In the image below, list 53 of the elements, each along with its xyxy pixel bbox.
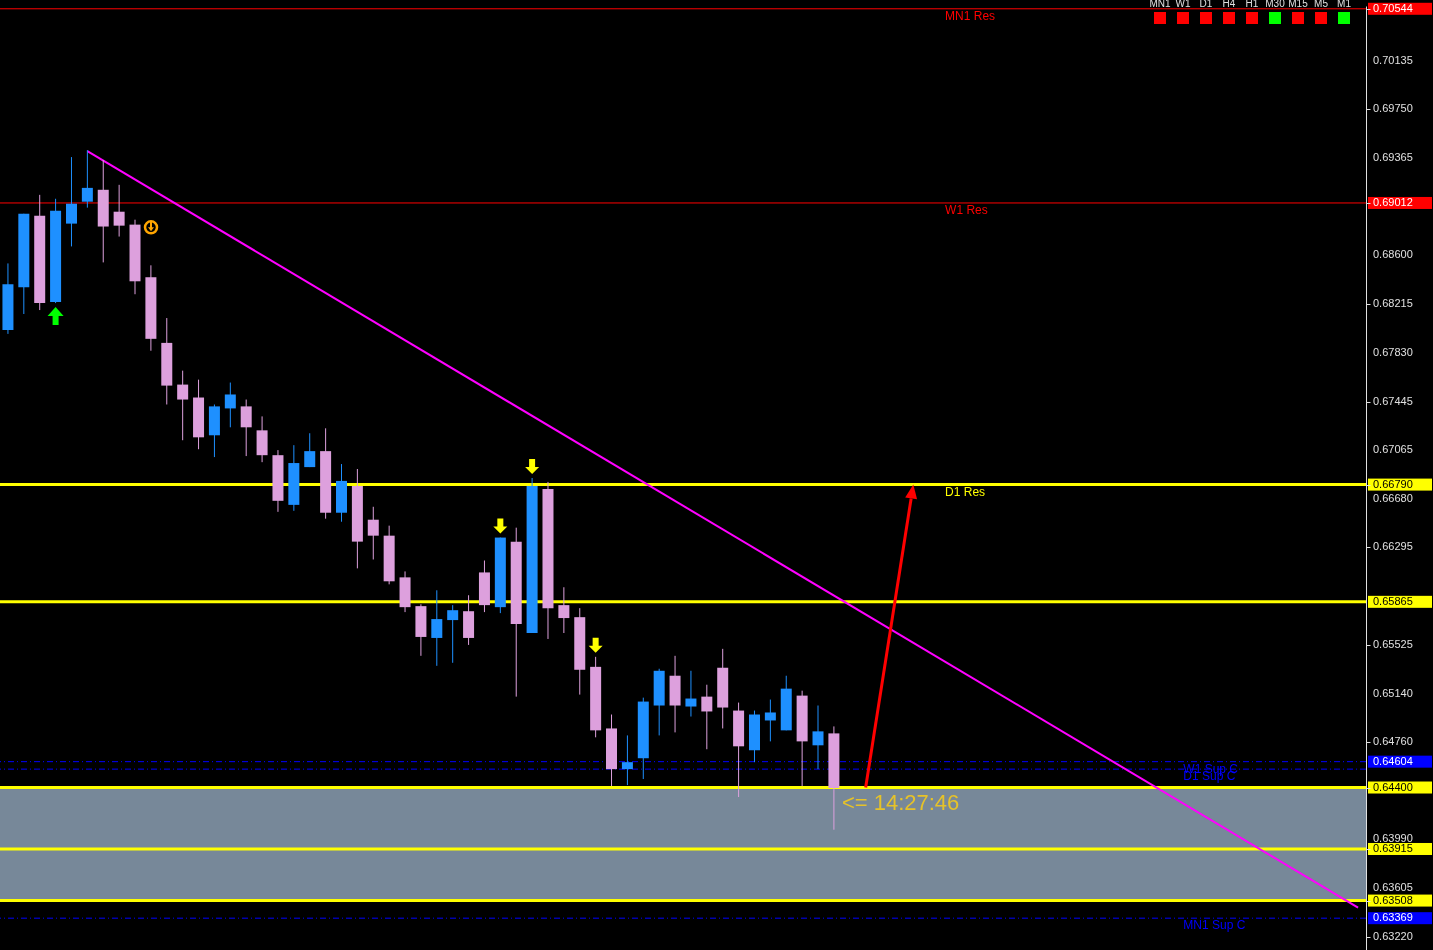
candlestick	[65, 156, 77, 247]
y-tick-label: 0.64604	[1373, 754, 1413, 767]
annotation: M5	[1314, 0, 1329, 9]
candlestick	[367, 506, 379, 560]
annotation: M1	[1337, 0, 1352, 9]
ref-line-label: MN1 Res	[945, 8, 996, 23]
annotation: <= 14:27:46	[841, 790, 960, 816]
y-tick-label: 0.70544	[1373, 1, 1413, 14]
y-tick-label: 0.67445	[1373, 394, 1413, 407]
candlestick	[558, 586, 570, 634]
candlestick	[81, 149, 93, 209]
ref-line-label: W1 Res	[945, 202, 988, 217]
annotation: W1	[1175, 0, 1191, 9]
candlestick	[113, 184, 125, 238]
annotation: M30	[1265, 0, 1286, 9]
annotation: MN1	[1149, 0, 1171, 9]
y-tick-label: 0.63508	[1373, 893, 1413, 906]
y-tick-label: 0.65140	[1373, 686, 1413, 699]
candlestick	[621, 734, 633, 786]
y-tick-label: 0.63605	[1373, 881, 1413, 894]
y-tick-label: 0.69750	[1373, 102, 1413, 115]
annotation: H1	[1245, 0, 1259, 9]
candlestick	[701, 684, 713, 750]
ref-line-label: MN1 Sup C	[1183, 918, 1246, 933]
y-tick-label: 0.67065	[1373, 442, 1413, 455]
annotation: H4	[1222, 0, 1236, 9]
candlestick	[240, 399, 252, 457]
y-tick-label: 0.70135	[1373, 53, 1413, 66]
y-tick-label: 0.64400	[1373, 780, 1413, 793]
y-tick-label: 0.68600	[1373, 248, 1413, 261]
annotation: D1	[1199, 0, 1213, 9]
candlestick	[224, 382, 236, 428]
candlestick	[685, 670, 697, 718]
y-tick-label: 0.65525	[1373, 637, 1413, 650]
candlestick	[447, 604, 459, 664]
y-tick-label: 0.64760	[1373, 734, 1413, 747]
y-tick-label: 0.69365	[1373, 151, 1413, 164]
y-tick-label: 0.69012	[1373, 195, 1413, 208]
annotation: M15	[1288, 0, 1309, 9]
y-tick-label: 0.63369	[1373, 911, 1413, 924]
candlestick	[431, 589, 443, 667]
y-tick-label: 0.66295	[1373, 540, 1413, 553]
y-tick-label: 0.66790	[1373, 477, 1413, 490]
y-tick-label: 0.66680	[1373, 491, 1413, 504]
candlestick	[177, 370, 189, 441]
y-tick-label: 0.67830	[1373, 345, 1413, 358]
candlestick	[304, 432, 316, 468]
candlestick	[812, 705, 824, 770]
candlestick	[764, 699, 776, 742]
y-tick-label: 0.68215	[1373, 296, 1413, 309]
y-tick-label: 0.63220	[1373, 930, 1413, 943]
ref-line-label: D1 Res	[945, 484, 986, 499]
y-tick-label: 0.65865	[1373, 594, 1413, 607]
